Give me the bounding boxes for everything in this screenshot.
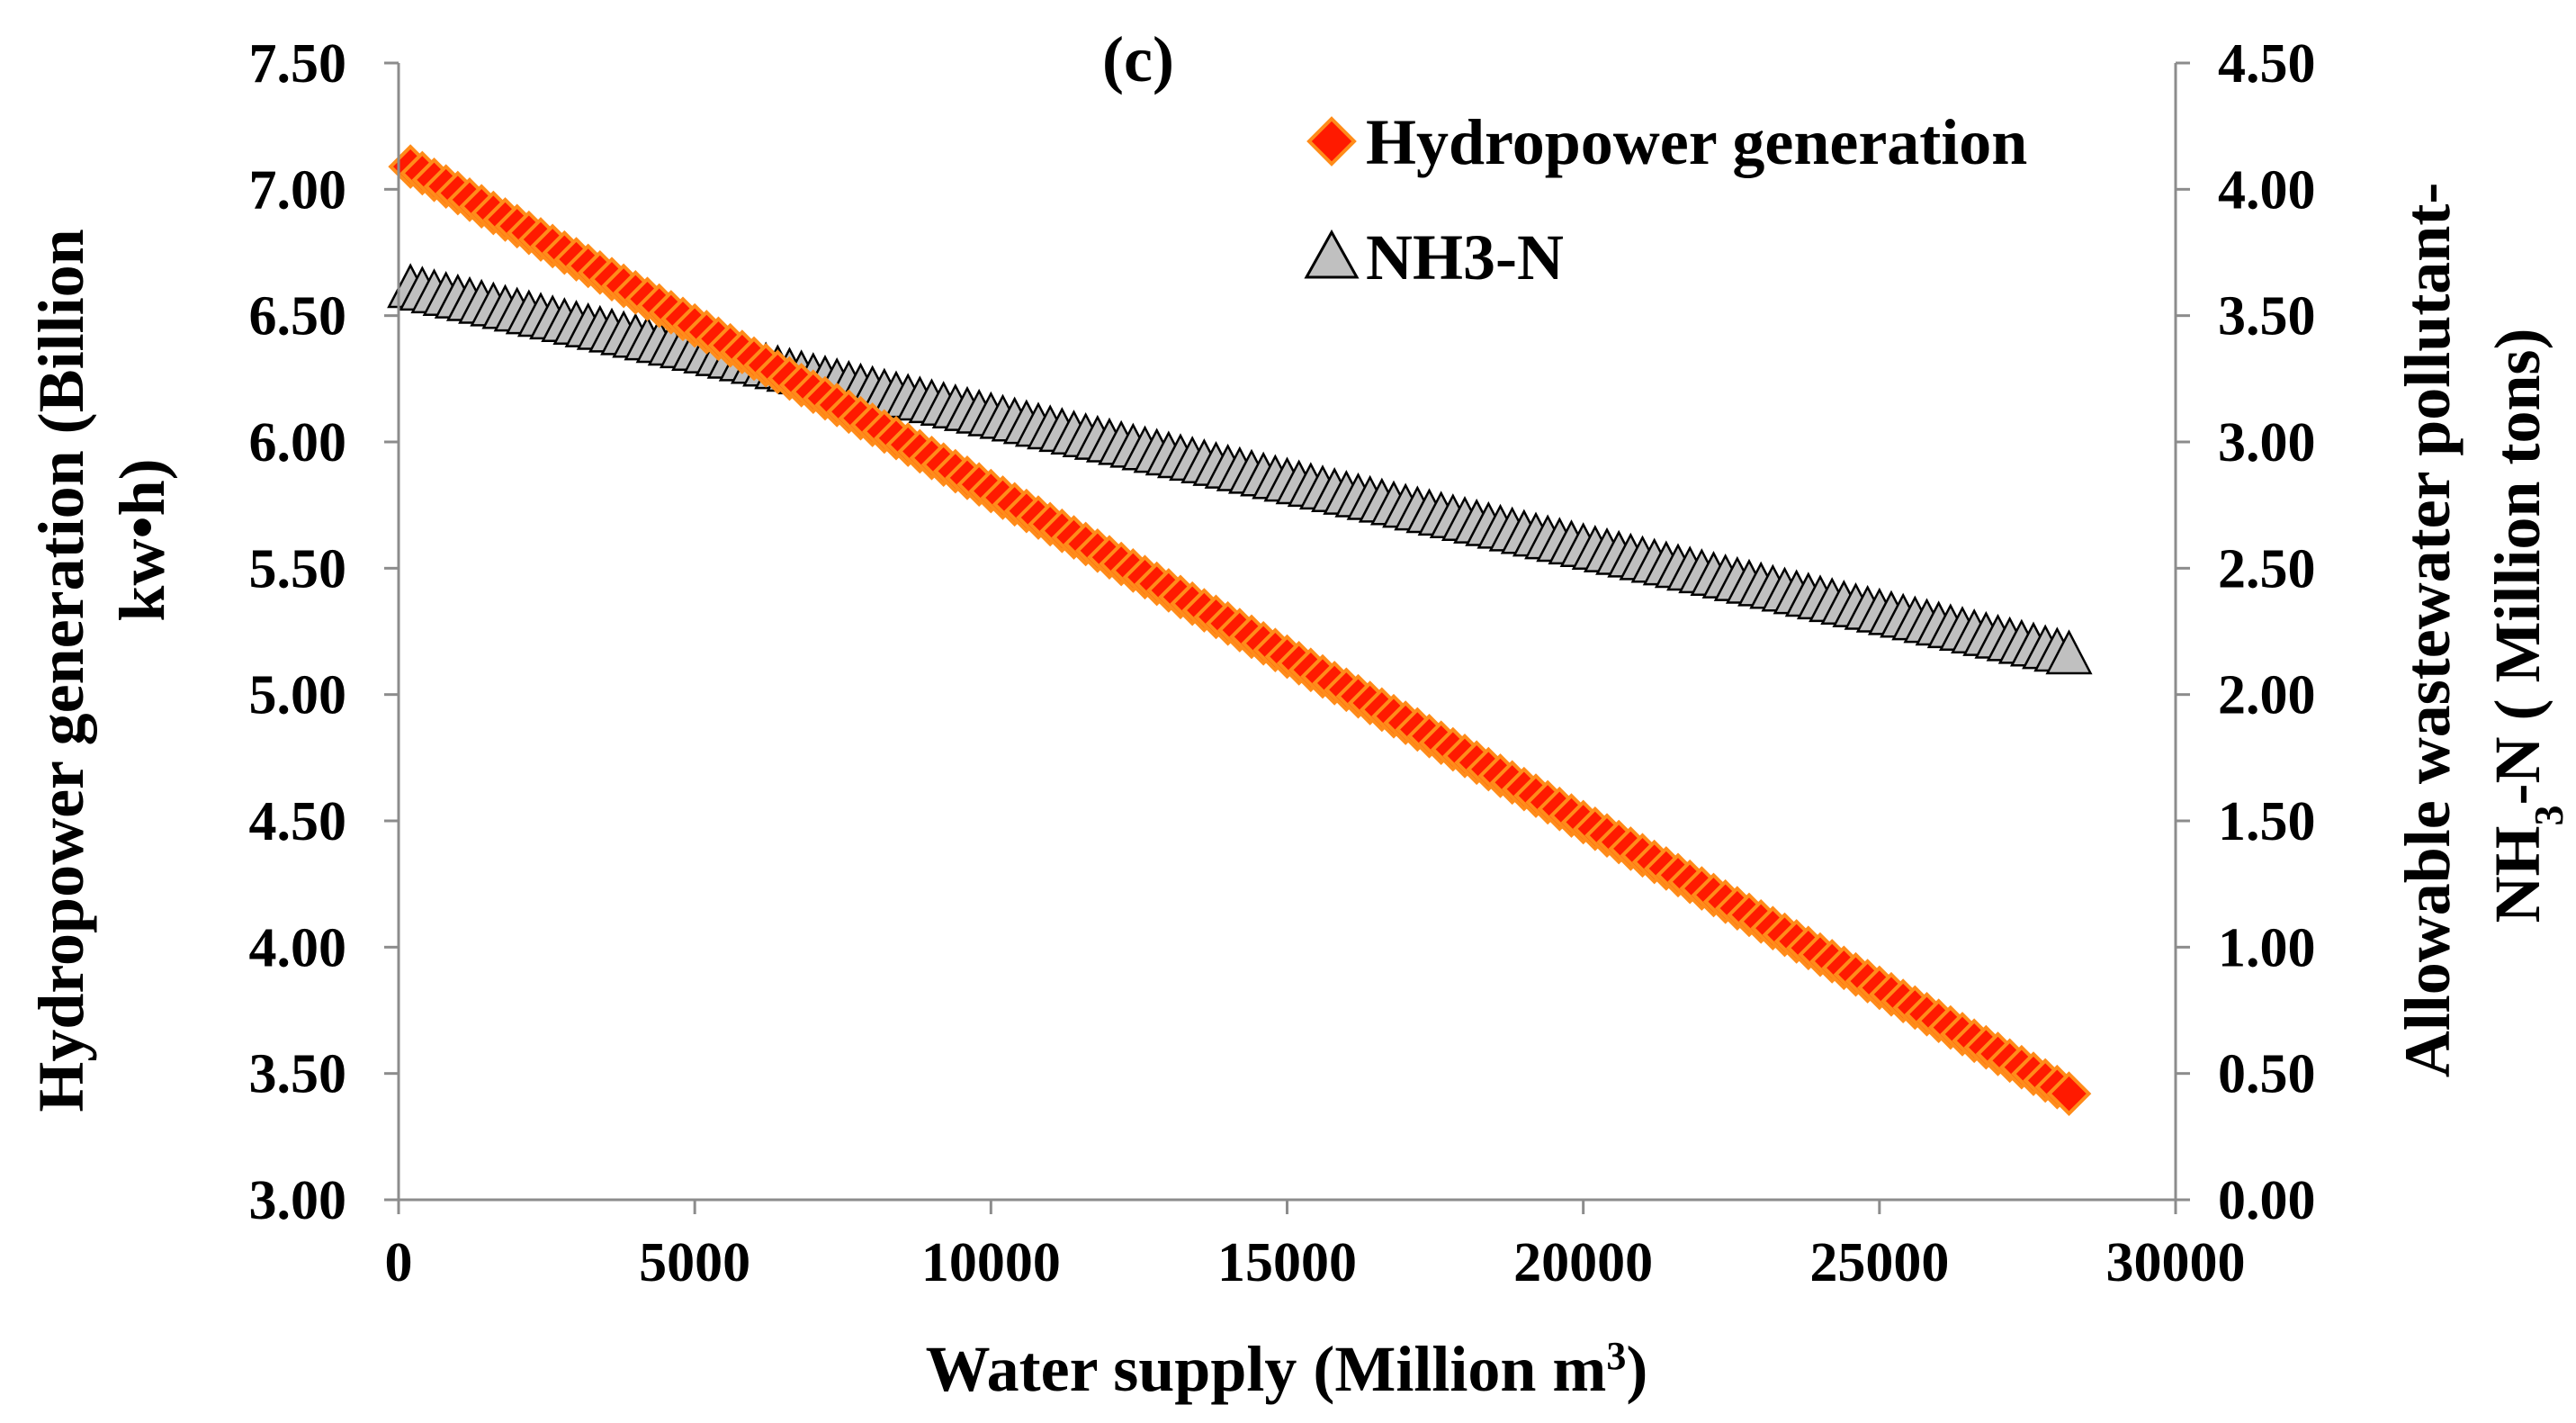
y-left-tick-label: 5.00 — [249, 665, 347, 726]
y-left-tick-label: 3.00 — [249, 1170, 347, 1231]
legend-marker-nh3n — [1304, 229, 1360, 279]
y-left-tick-label: 7.00 — [249, 159, 347, 221]
axes-layer: 3.00 3.50 4.00 4.50 5.00 5.50 6.00 6.50 7.00 7.50… — [249, 33, 2316, 1293]
series-hydropower — [388, 144, 2092, 1116]
series-layer — [387, 144, 2093, 1116]
y-right-tick-label: 4.00 — [2218, 159, 2316, 221]
y-right-tick-label: 0.00 — [2218, 1170, 2316, 1231]
y-left-tick-label: 7.50 — [249, 33, 347, 95]
x-tick-label: 30000 — [2106, 1232, 2246, 1293]
y-right-axis-title-line2: NH3-N ( Million tons) — [2482, 329, 2572, 923]
y-left-tick-label: 4.00 — [249, 917, 347, 978]
hydropower-point — [2046, 1071, 2092, 1116]
x-tick-label: 10000 — [921, 1232, 1061, 1293]
y-right-tick-label: 3.50 — [2218, 286, 2316, 347]
x-tick-label: 25000 — [1809, 1232, 1949, 1293]
x-tick-label: 15000 — [1217, 1232, 1357, 1293]
x-tick-label: 0 — [385, 1232, 413, 1293]
y-left-axis-title-line2: kw•h) — [106, 458, 178, 621]
y-left-tick-label: 6.50 — [249, 286, 347, 347]
y-right-tick-label: 1.00 — [2218, 917, 2316, 978]
y-right-tick-label: 2.00 — [2218, 665, 2316, 726]
y-left-tick-label: 6.00 — [249, 412, 347, 473]
legend-label-nh3n: NH3-N — [1366, 221, 1564, 293]
y-right-tick-label: 1.50 — [2218, 791, 2316, 852]
x-tick-label: 5000 — [639, 1232, 750, 1293]
y-right-tick-label: 2.50 — [2218, 538, 2316, 599]
nh3n-point — [2045, 629, 2093, 675]
legend-label-hydropower: Hydropower generation — [1366, 106, 2027, 178]
panel-label: (c) — [1102, 23, 1174, 95]
y-left-tick-label: 3.50 — [249, 1044, 347, 1105]
y-left-tick-label: 5.50 — [249, 538, 347, 599]
x-axis-title: Water supply (Million m3) — [926, 1333, 1648, 1405]
legend-marker-hydropower — [1306, 116, 1357, 167]
y-left-tick-label: 4.50 — [249, 791, 347, 852]
y-right-tick-label: 3.00 — [2218, 412, 2316, 473]
x-tick-label: 20000 — [1513, 1232, 1653, 1293]
y-left-axis-title-line1: Hydropower generation (Billion — [25, 229, 97, 1112]
y-right-tick-label: 0.50 — [2218, 1044, 2316, 1105]
y-right-tick-label: 4.50 — [2218, 33, 2316, 95]
y-right-axis-title-line1: Allowable wastewater pollutant- — [2392, 183, 2464, 1078]
legend: Hydropower generation NH3-N — [1304, 106, 2027, 293]
